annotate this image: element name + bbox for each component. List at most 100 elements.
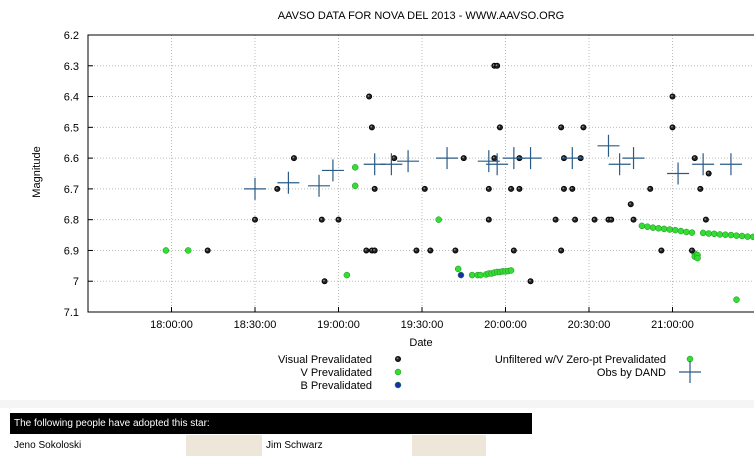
data-point — [667, 162, 690, 185]
data-point — [719, 153, 742, 176]
data-point — [397, 150, 420, 173]
grid — [88, 34, 754, 313]
data-point — [738, 232, 746, 240]
x-tick-label: 20:00:00 — [484, 319, 527, 331]
data-point-highlight — [690, 248, 693, 251]
data-point — [727, 231, 735, 239]
series-2 — [457, 271, 465, 279]
adoption-row: Jeno Sokoloski Jim Schwarz — [10, 435, 532, 456]
data-point-highlight — [275, 187, 278, 190]
data-point — [244, 177, 266, 200]
adopter-spacer — [412, 435, 486, 456]
data-point — [733, 296, 740, 303]
data-point-highlight — [495, 64, 498, 67]
data-point — [677, 227, 685, 235]
x-tick-label: 18:00:00 — [150, 319, 193, 331]
data-point — [468, 271, 476, 279]
y-tick-label: 6.8 — [64, 215, 79, 227]
data-point-highlight — [512, 248, 515, 251]
data-point — [435, 216, 442, 223]
data-point-highlight — [487, 218, 490, 220]
data-point — [649, 224, 657, 231]
data-point — [343, 271, 351, 279]
data-point-highlight — [498, 125, 501, 128]
data-point-highlight — [487, 187, 490, 190]
data-point — [622, 147, 645, 170]
data-point — [683, 228, 690, 236]
data-point-highlight — [337, 218, 339, 220]
data-point-highlight — [414, 248, 417, 251]
chart-title: AAVSO DATA FOR NOVA DEL 2013 - WWW.AAVSO… — [278, 10, 564, 22]
data-point-highlight — [367, 95, 370, 97]
data-point-highlight — [562, 187, 565, 190]
x-axis-label: Date — [409, 337, 432, 349]
series — [162, 62, 754, 303]
data-point-highlight — [554, 218, 556, 220]
x-tick-label: 20:30:00 — [568, 319, 611, 331]
x-tick-label: 21:00:00 — [651, 319, 694, 331]
data-point — [608, 153, 631, 176]
data-point — [486, 153, 509, 176]
data-point-highlight — [671, 95, 673, 97]
data-point — [733, 232, 740, 239]
y-tick-label: 6.6 — [64, 153, 79, 165]
data-point-highlight — [428, 248, 431, 251]
x-tick-label: 19:00:00 — [317, 319, 360, 331]
y-ticks: 6.2 6.3 6.4 6.5 6.6 6.7 6.8 6.9 7 7.1 — [64, 30, 93, 319]
data-point-highlight — [462, 156, 465, 159]
data-point — [477, 150, 500, 173]
y-tick-label: 6.7 — [64, 184, 79, 196]
data-point-highlight — [559, 125, 562, 128]
data-point-highlight — [671, 125, 673, 128]
data-point-highlight — [529, 279, 531, 282]
y-tick-label: 7 — [73, 276, 79, 288]
data-point-highlight — [253, 218, 256, 220]
legend-label-dand: Obs by DAND — [597, 367, 666, 379]
data-point — [507, 267, 515, 274]
x-ticks: 18:00:00 18:30:00 19:00:00 19:30:00 20:00:00… — [150, 307, 694, 331]
data-point — [699, 229, 707, 237]
legend-marker-v — [394, 368, 402, 376]
adopter-name[interactable]: Jim Schwarz — [262, 435, 412, 456]
data-point-highlight — [373, 248, 375, 251]
data-point-highlight — [648, 187, 651, 190]
data-point — [692, 153, 715, 176]
data-point — [351, 164, 359, 171]
data-point-highlight — [693, 156, 696, 159]
data-point-highlight — [559, 248, 562, 251]
data-point — [321, 159, 344, 182]
data-point — [660, 225, 668, 233]
data-point — [711, 230, 718, 238]
data-point — [638, 222, 646, 230]
data-point-highlight — [392, 156, 395, 159]
data-point — [519, 147, 542, 170]
data-point — [644, 223, 651, 230]
x-tick-label: 18:30:00 — [234, 319, 277, 331]
data-point — [308, 174, 331, 197]
adopter-spacer — [186, 435, 262, 456]
data-point-highlight — [593, 218, 595, 220]
legend-label-b: B Prevalidated — [300, 380, 372, 392]
data-point-highlight — [629, 202, 632, 205]
section-divider — [0, 400, 754, 408]
data-point — [655, 225, 662, 232]
data-point-highlight — [370, 125, 373, 128]
data-point — [351, 182, 359, 190]
data-point-highlight — [609, 218, 612, 220]
data-point-highlight — [492, 156, 495, 159]
series-4 — [244, 134, 742, 200]
y-tick-label: 7.1 — [64, 307, 79, 319]
legend-label-v: V Prevalidated — [300, 367, 372, 379]
chart-area: AAVSO DATA FOR NOVA DEL 2013 - WWW.AAVSO… — [31, 10, 754, 392]
y-tick-label: 6.5 — [64, 122, 79, 134]
data-point — [162, 247, 170, 254]
y-tick-label: 6.3 — [64, 61, 79, 73]
data-point — [436, 147, 459, 170]
legend-marker-dand — [679, 361, 701, 383]
data-point — [716, 231, 724, 238]
adopter-name[interactable]: Jeno Sokoloski — [10, 435, 186, 456]
x-tick-label: 19:30:00 — [401, 319, 444, 331]
data-point-highlight — [573, 218, 576, 220]
legend-label-visual: Visual Prevalidated — [278, 354, 372, 366]
data-point — [744, 233, 751, 240]
